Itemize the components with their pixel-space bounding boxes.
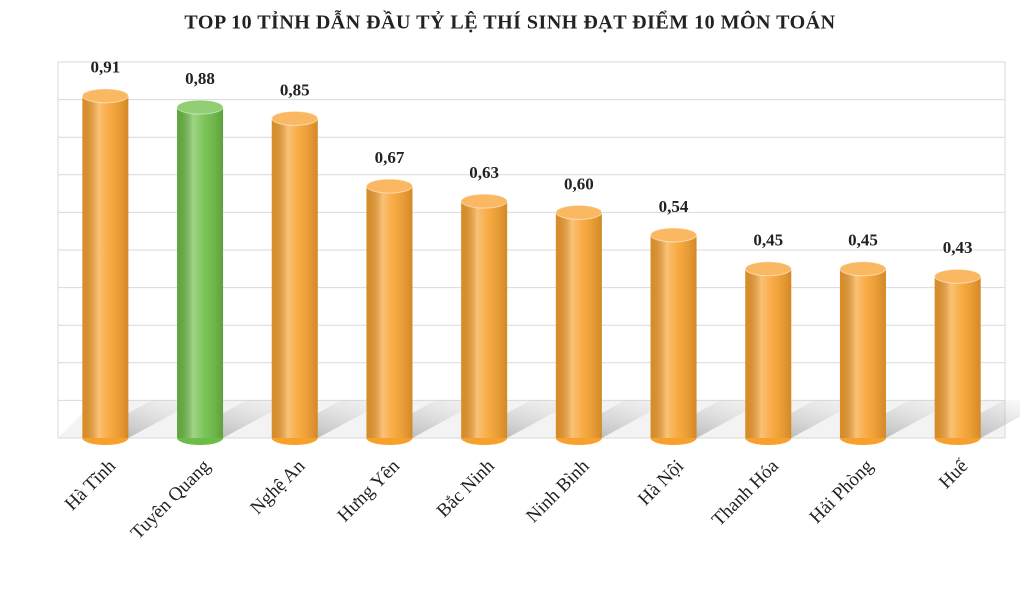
bar-shine <box>271 118 318 439</box>
bar-shine <box>461 201 508 438</box>
bar-top <box>934 268 982 284</box>
value-label: 0,67 <box>375 148 405 167</box>
bar-shine <box>650 234 697 438</box>
bar-top <box>81 88 129 104</box>
bar-shine <box>82 95 129 438</box>
bar-top-shine <box>839 261 886 276</box>
bar-top-shine <box>82 88 129 103</box>
bar-shine <box>934 276 981 438</box>
value-label: 0,60 <box>564 174 594 193</box>
bar-top-shine <box>650 227 697 242</box>
value-label: 0,43 <box>943 238 973 257</box>
bar-shine <box>555 212 602 438</box>
value-label: 0,54 <box>659 197 689 216</box>
bar-top <box>744 261 792 277</box>
bar-top-shine <box>461 194 508 209</box>
bar-top <box>365 178 413 194</box>
bar-shine <box>745 268 792 438</box>
value-label: 0,85 <box>280 80 310 99</box>
value-label: 0,45 <box>753 231 783 250</box>
bar-top <box>650 227 698 243</box>
bar-shine <box>839 268 886 438</box>
bar-top-shine <box>366 179 413 194</box>
bar-top-shine <box>555 205 602 220</box>
bar-top-shine <box>934 269 981 284</box>
value-label: 0,88 <box>185 69 215 88</box>
chart-title: TOP 10 TỈNH DẪN ĐẦU TỶ LỆ THÍ SINH ĐẠT Đ… <box>184 9 835 34</box>
bar-top-shine <box>271 111 318 126</box>
bar-top <box>839 261 887 277</box>
bar-shine <box>366 186 413 438</box>
value-label: 0,63 <box>469 163 499 182</box>
bar-top-shine <box>177 100 224 115</box>
bar-top <box>555 204 603 220</box>
bar-top <box>271 110 319 126</box>
bar-top-shine <box>745 261 792 276</box>
bar-top <box>460 193 508 209</box>
bar-top <box>176 99 224 115</box>
bar-shine <box>177 107 224 439</box>
value-label: 0,91 <box>90 58 120 77</box>
value-label: 0,45 <box>848 231 878 250</box>
